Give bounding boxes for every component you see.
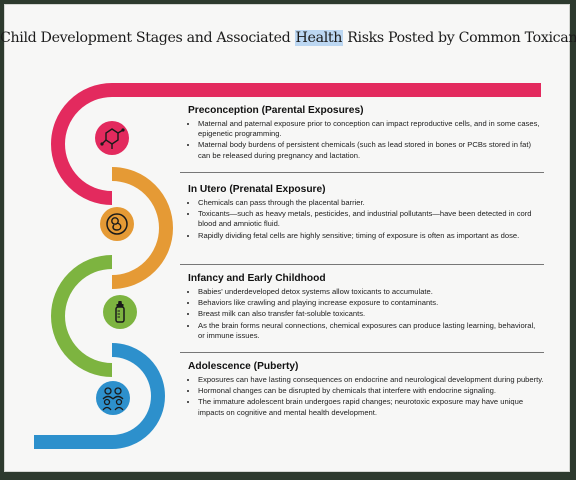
infancy-path bbox=[51, 255, 113, 377]
list-item: As the brain forms neural connections, c… bbox=[198, 321, 544, 341]
list-item: Toxicants—such as heavy metals, pesticid… bbox=[198, 209, 544, 229]
bullet-list: Exposures can have lasting consequences … bbox=[188, 375, 544, 418]
title-text-start: Child Development Stages and Associated bbox=[0, 30, 295, 46]
section-divider bbox=[180, 172, 544, 173]
section-infancy: Infancy and Early Childhood Babies' unde… bbox=[188, 273, 544, 342]
molecule-icon bbox=[95, 121, 129, 155]
bullet-list: Maternal and paternal exposure prior to … bbox=[188, 119, 544, 161]
baby-bottle-icon bbox=[103, 295, 137, 329]
list-item: Babies' underdeveloped detox systems all… bbox=[198, 287, 544, 297]
title-text-end: Risks Posted by Common Toxicants bbox=[343, 30, 576, 46]
section-in-utero: In Utero (Prenatal Exposure) Chemicals c… bbox=[188, 184, 544, 242]
group-of-people-icon bbox=[96, 381, 130, 415]
section-heading: Infancy and Early Childhood bbox=[188, 273, 326, 284]
section-divider bbox=[180, 352, 544, 353]
list-item: Rapidly dividing fetal cells are highly … bbox=[198, 231, 544, 241]
list-item: Breast milk can also transfer fat-solubl… bbox=[198, 309, 544, 319]
list-item: Chemicals can pass through the placental… bbox=[198, 198, 544, 208]
bullet-list: Babies' underdeveloped detox systems all… bbox=[188, 287, 544, 341]
title-highlighted-word[interactable]: Health bbox=[294, 30, 344, 46]
list-item: The immature adolescent brain undergoes … bbox=[198, 397, 544, 417]
section-heading: In Utero (Prenatal Exposure) bbox=[188, 184, 326, 195]
list-item: Exposures can have lasting consequences … bbox=[198, 375, 544, 385]
bullet-list: Chemicals can pass through the placental… bbox=[188, 198, 544, 241]
preconception-path bbox=[51, 83, 541, 205]
list-item: Maternal and paternal exposure prior to … bbox=[198, 119, 544, 139]
in-utero-path bbox=[111, 167, 173, 289]
page-title: Child Development Stages and Associated … bbox=[0, 30, 576, 46]
adolescence-path bbox=[34, 343, 165, 449]
fetus-icon bbox=[100, 207, 134, 241]
section-heading: Preconception (Parental Exposures) bbox=[188, 105, 364, 116]
section-divider bbox=[180, 264, 544, 265]
list-item: Maternal body burdens of persistent chem… bbox=[198, 140, 544, 160]
list-item: Hormonal changes can be disrupted by che… bbox=[198, 386, 544, 396]
section-adolescence: Adolescence (Puberty) Exposures can have… bbox=[188, 361, 544, 419]
section-heading: Adolescence (Puberty) bbox=[188, 361, 299, 372]
section-preconception: Preconception (Parental Exposures) Mater… bbox=[188, 105, 544, 162]
list-item: Behaviors like crawling and playing incr… bbox=[198, 298, 544, 308]
